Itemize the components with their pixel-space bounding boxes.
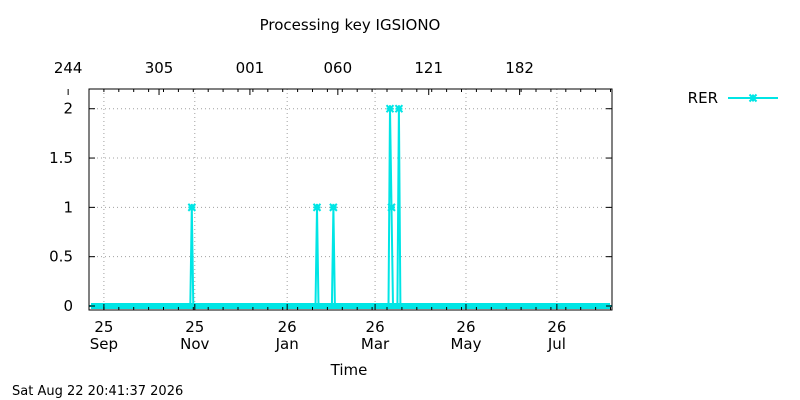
x2-tick-label: 244 [54, 59, 83, 77]
x-tick-label-day: 26 [278, 318, 297, 336]
plot-frame [88, 88, 613, 311]
x2-tick-label: 182 [505, 59, 534, 77]
chart-title: Processing key IGSIONO [260, 16, 441, 34]
legend: RER [688, 89, 778, 107]
x2-tick-label: 305 [145, 59, 174, 77]
x-tick-label-month: Jul [547, 335, 566, 353]
x-tick-label-month: Nov [180, 335, 209, 353]
x-tick-label-day: 26 [547, 318, 566, 336]
y-tick-label: 0 [63, 297, 73, 315]
x-axis-label: Time [330, 361, 368, 379]
timestamp: Sat Aug 22 20:41:37 2026 [12, 384, 183, 399]
axes: 00.511.5225Sep25Nov26Jan26Mar26May26Jul2… [49, 59, 612, 353]
x-tick-label-day: 25 [185, 318, 204, 336]
series-line [89, 108, 612, 307]
x-tick-label-month: May [450, 335, 481, 353]
y-tick-label: 1 [63, 198, 73, 216]
data-point [312, 203, 322, 212]
y-tick-label: 0.5 [49, 248, 73, 266]
x-tick-label-month: Mar [361, 335, 390, 353]
data-point [387, 203, 396, 212]
x-tick-label-month: Sep [90, 335, 118, 353]
data-point [187, 203, 197, 212]
x2-tick-label: 121 [414, 59, 443, 77]
x2-tick-label: 060 [324, 59, 353, 77]
series-layer [89, 104, 612, 309]
y-tick-label: 1.5 [49, 149, 73, 167]
data-point [394, 104, 404, 113]
data-point [329, 203, 338, 212]
x-tick-label-day: 26 [456, 318, 475, 336]
legend-label: RER [688, 89, 718, 107]
x-tick-label-day: 25 [94, 318, 113, 336]
y-tick-label: 2 [63, 100, 73, 118]
x-tick-label-month: Jan [275, 335, 299, 353]
x-tick-label-day: 26 [366, 318, 385, 336]
data-point [385, 104, 395, 113]
grid [89, 89, 612, 310]
legend-marker [748, 93, 758, 103]
x2-tick-label: 001 [236, 59, 265, 77]
